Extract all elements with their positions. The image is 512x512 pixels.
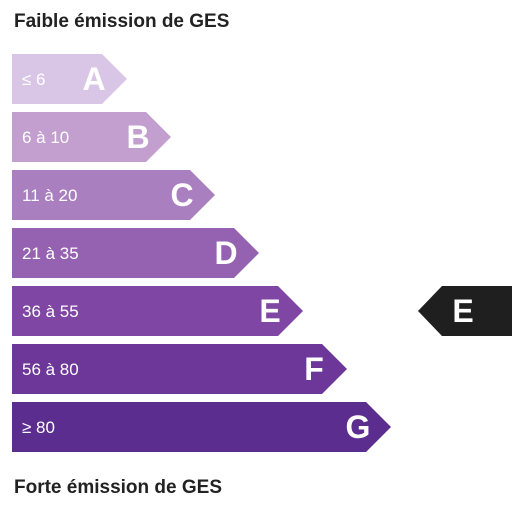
- ges-bar-d: 21 à 35 D: [12, 228, 259, 278]
- top-caption: Faible émission de GES: [14, 11, 230, 32]
- ges-class-letter-e: E: [259, 293, 280, 329]
- ges-class-letter-b: B: [126, 119, 149, 155]
- ges-range-label-e: 36 à 55: [22, 302, 79, 321]
- ges-bar-shape-b: [12, 112, 171, 162]
- ges-range-label-a: ≤ 6: [22, 70, 46, 89]
- ges-bar-g: ≥ 80 G: [12, 402, 391, 452]
- ges-bar-a: ≤ 6 A: [12, 54, 127, 104]
- ges-bar-shape-g: [12, 402, 391, 452]
- current-class-marker-letter: E: [452, 293, 473, 329]
- ges-bar-f: 56 à 80 F: [12, 344, 347, 394]
- ges-class-letter-f: F: [304, 351, 324, 387]
- ges-range-label-g: ≥ 80: [22, 418, 55, 437]
- ges-bar-shape-f: [12, 344, 347, 394]
- ges-bar-e: 36 à 55 E: [12, 286, 303, 336]
- ges-class-letter-d: D: [214, 235, 237, 271]
- ges-class-letter-g: G: [346, 409, 371, 445]
- ges-bar-shape-e: [12, 286, 303, 336]
- ges-class-letter-c: C: [170, 177, 193, 213]
- ges-range-label-d: 21 à 35: [22, 244, 79, 263]
- ges-class-letter-a: A: [82, 61, 105, 97]
- current-class-marker: E: [418, 286, 512, 336]
- ges-bar-shape-d: [12, 228, 259, 278]
- ges-bar-shape-c: [12, 170, 215, 220]
- ges-range-label-f: 56 à 80: [22, 360, 79, 379]
- current-class-marker-shape: [418, 286, 512, 336]
- ges-bar-shape-a: [12, 54, 127, 104]
- ges-range-label-b: 6 à 10: [22, 128, 69, 147]
- ges-range-label-c: 11 à 20: [22, 186, 77, 205]
- ges-bar-c: 11 à 20 C: [12, 170, 215, 220]
- bottom-caption: Forte émission de GES: [14, 477, 222, 498]
- ges-bar-b: 6 à 10 B: [12, 112, 171, 162]
